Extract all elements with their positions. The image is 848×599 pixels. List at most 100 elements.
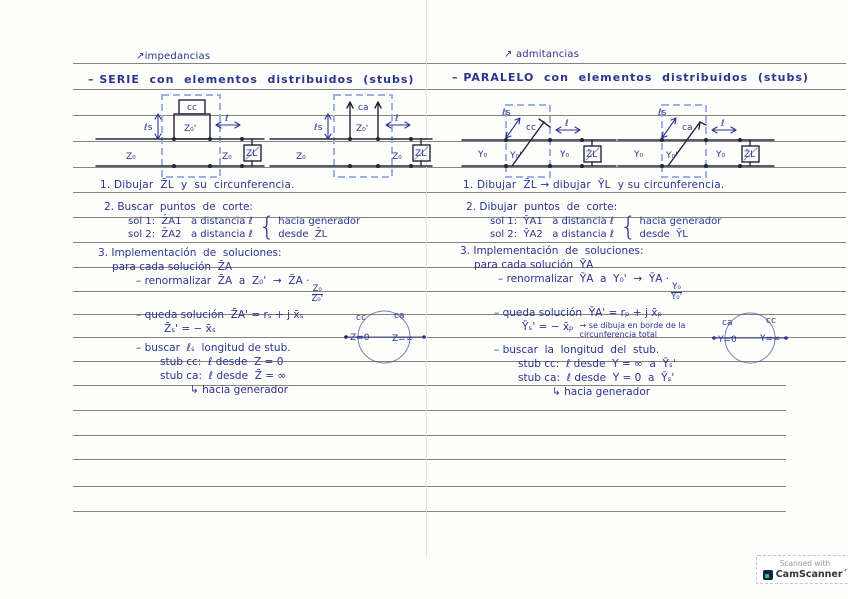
line-admittance-left: Y₀	[633, 150, 643, 160]
line-impedance-left: Z₀	[126, 152, 136, 162]
admittance-fraction: Y₀ Y₀'	[671, 282, 682, 303]
ruled-line	[73, 217, 846, 218]
right-step3-heading: 3. Implementación de soluciones:	[460, 245, 644, 257]
step3-zs-row: Ȳₛ' = − x̄ₚ → se dibuja en borde de la ci…	[522, 320, 685, 339]
ruled-line	[73, 361, 846, 362]
circuit-diagram-series-stub-cc: cc Z₀' ℓs ℓ Z₀ Z₀ ZL	[95, 94, 265, 178]
left-step2-solutions: sol 1: Z̄A1 a distancia ℓ sol 2: Z̄A2 a …	[128, 212, 361, 243]
line-admittance-right: Y₀	[715, 150, 725, 160]
load-label: Z̄L	[744, 148, 755, 160]
axis-right-label: Y=∞	[759, 334, 781, 344]
step3-solution: – queda solución ȲA' = rₚ + j x̄ₚ	[494, 306, 662, 319]
ruled-line	[73, 141, 846, 142]
right-step1: 1. Dibujar Z̄L → dibujar ȲL y su circunf…	[463, 179, 725, 191]
stub-admittance-label: Y₀'	[509, 151, 522, 161]
left-margin-note: ↗impedancias	[136, 51, 211, 62]
camscanner-icon	[762, 569, 773, 580]
zs-note-line1: → se dibuja en borde de la	[579, 320, 686, 330]
step3-nota: ↳ hacia generador	[552, 385, 651, 398]
axis-left-label: Z=0	[350, 333, 370, 343]
stub-length-label: ℓs	[657, 108, 667, 118]
renormalize-text: – renormalizar Z̄A a Z₀' → Z̄A ·	[136, 275, 310, 287]
step3-nota: ↳ hacia generador	[190, 383, 289, 396]
stub-length-label: ℓs	[143, 123, 153, 133]
ruled-line	[73, 267, 846, 268]
load-label: ZL	[415, 149, 426, 159]
axis-right-label: Z=∞	[392, 334, 413, 344]
right-step2-solutions: sol 1: ȲA1 a distancia ℓ sol 2: ȲA2 a di…	[490, 212, 722, 243]
ruled-line	[73, 435, 786, 436]
renormalize-text: – renormalizar ȲA a Y₀' → ȲA ·	[498, 273, 670, 285]
option-2: desde Z̄L	[278, 229, 328, 240]
step3-intro: para cada solución ȲA	[474, 259, 594, 271]
right-section-title: – PARALELO con elementos distribuidos (s…	[452, 71, 809, 84]
line-admittance-right: Y₀	[559, 150, 569, 160]
ruled-line	[73, 115, 846, 116]
circuit-diagram-series-stub-ca: ca Z₀' ℓs ℓ Z₀ Z₀ ZL	[269, 94, 433, 178]
circle-label-ca: ca	[722, 318, 732, 328]
solution-1: sol 1: Z̄A1 a distancia ℓ	[128, 216, 253, 227]
fraction-denominator: Z₀'	[311, 294, 324, 305]
circle-label-ca: ca	[394, 311, 404, 321]
step3-renormalize: – renormalizar ȲA a Y₀' → ȲA · Y₀ Y₀'	[498, 272, 685, 303]
step3-zs: Ȳₛ' = − x̄ₚ	[522, 320, 574, 333]
badge-scanned-with: Scanned with	[779, 559, 831, 568]
smith-chart-sketch-impedance: cc ca Z=0 Z=∞	[344, 310, 426, 364]
option-2: desde ȲL	[639, 229, 688, 240]
circuit-diagram-parallel-stub-ca: ℓs ca Y₀' ℓ Y₀ Y₀ Z̄L	[617, 104, 775, 178]
stub-impedance-label: Z₀'	[356, 124, 368, 134]
ruled-line	[73, 337, 846, 338]
stub-highlight-box	[161, 94, 221, 178]
step3-renormalize: – renormalizar Z̄A a Z₀' → Z̄A · Z₀ Z₀'	[136, 274, 323, 305]
fraction-numerator: Y₀	[671, 282, 682, 294]
ruled-line	[73, 242, 846, 243]
step3-stub-cc: stub cc: ℓ desde Y = ∞ a Ȳₛ'	[518, 357, 676, 370]
circuit-diagram-parallel-stub-cc: ℓs cc Y₀' ℓ Y₀ Y₀ Z̄L	[461, 104, 617, 178]
smith-chart-sketch-admittance: ca cc Y=0 Y=∞	[712, 312, 788, 364]
stub-impedance-label: Z₀'	[184, 124, 196, 134]
zs-note-line2: circunferencia total	[579, 329, 658, 339]
line-impedance-right: Z₀	[222, 152, 232, 162]
step3-stub-ca: stub ca: ℓ desde Z̄ = ∞	[160, 369, 287, 382]
step3-buscar: – buscar la longitud del stub.	[494, 343, 660, 356]
badge-camscanner: CamScanner´	[775, 569, 848, 580]
ruled-line	[73, 291, 846, 292]
axis-left-label: Y=0	[717, 335, 737, 345]
stub-type-label: ca	[682, 123, 692, 133]
badge-brand-row: CamScanner´	[761, 569, 848, 580]
right-step2: 2. Dibujar puntos de corte: sol 1: ȲA1 a…	[466, 200, 721, 241]
ruled-line	[73, 459, 786, 460]
step3-stub-cc: stub cc: ℓ desde Z = 0	[160, 355, 284, 368]
ruled-line	[73, 314, 846, 315]
ruled-line	[73, 89, 846, 90]
stub-admittance-label: Y₀'	[665, 151, 678, 161]
left-step1: 1. Dibujar Z̄L y su circunferencia.	[100, 179, 295, 191]
step3-zs: Z̄ₛ' = − x̄ₛ	[164, 322, 216, 335]
stub-type-label: cc	[526, 123, 536, 133]
step3-buscar: – buscar ℓₛ longitud de stub.	[136, 341, 291, 354]
line-length-label: ℓ	[224, 114, 229, 124]
page-crease	[426, 0, 427, 558]
option-1: hacia generador	[639, 216, 722, 227]
step3-intro: para cada solución Z̄A	[112, 261, 233, 273]
line-length-label: ℓ	[564, 119, 569, 129]
brace: {	[258, 212, 276, 243]
line-impedance-right: Z₀	[392, 152, 402, 162]
fraction-numerator: Z₀	[311, 284, 323, 296]
stub-type-label: cc	[187, 103, 197, 113]
load-label: Z̄L	[586, 148, 597, 160]
line-admittance-left: Y₀	[477, 150, 487, 160]
right-step2-heading: 2. Dibujar puntos de corte:	[466, 201, 618, 213]
circle-label-cc: cc	[356, 313, 366, 323]
right-step3: 3. Implementación de soluciones: para ca…	[460, 244, 685, 399]
line-length-label: ℓ	[394, 114, 399, 124]
left-step2: 2. Buscar puntos de corte: sol 1: Z̄A1 a…	[104, 200, 360, 241]
camscanner-badge: Scanned with CamScanner´	[756, 555, 848, 584]
step3-solution: – queda solución Z̄A' = rₛ + j x̄ₛ	[136, 308, 304, 321]
ruled-line	[73, 410, 786, 411]
right-margin-note: ↗ admitancias	[504, 49, 580, 60]
stub-type-label: ca	[358, 103, 368, 113]
option-1: hacia generador	[278, 216, 361, 227]
brace: {	[619, 212, 637, 243]
